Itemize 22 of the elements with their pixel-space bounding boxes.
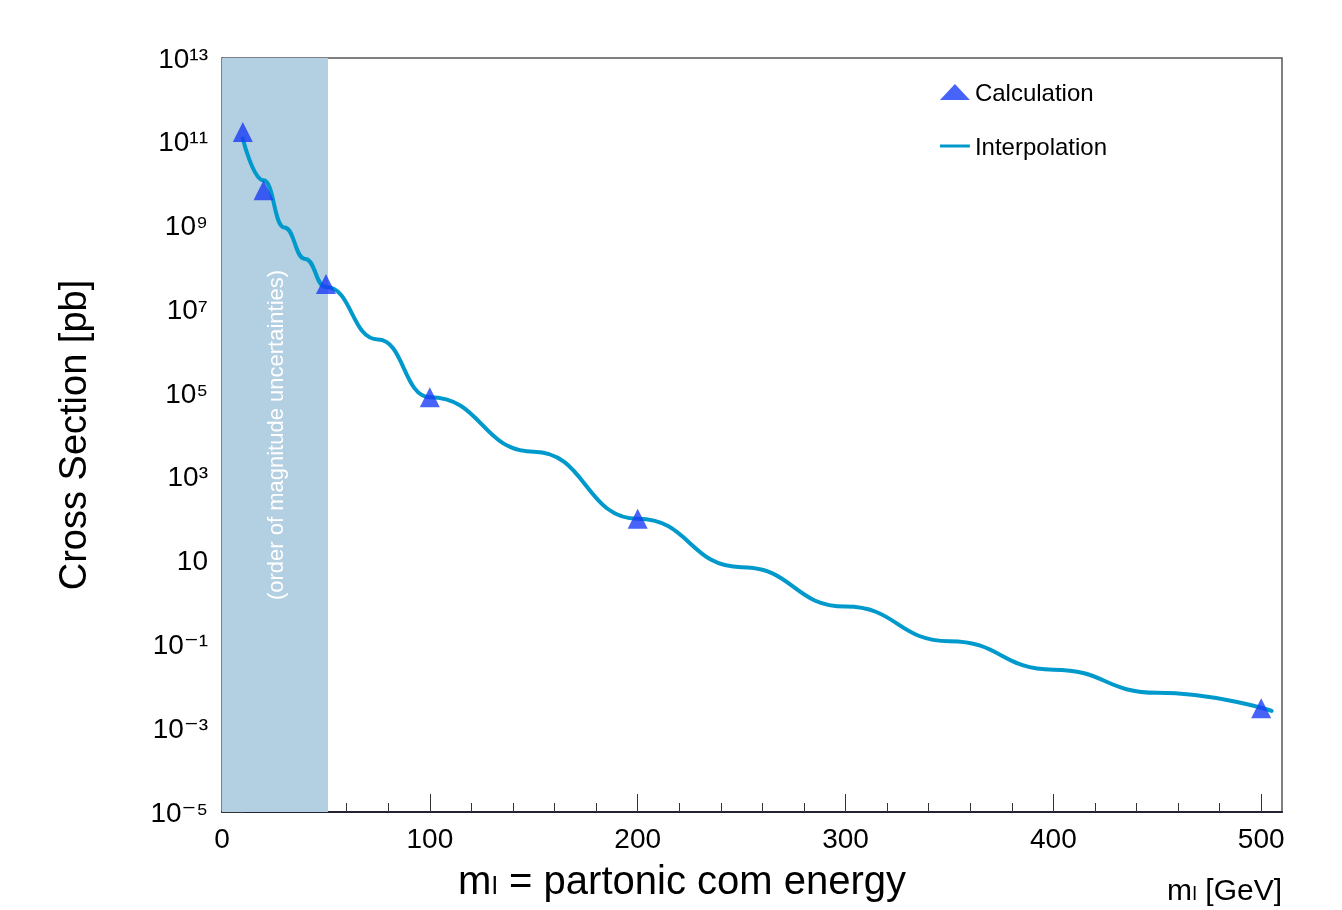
text: mₗ = partonic com energy [458,858,906,902]
y-tick-label: 10⁻³ [152,712,208,744]
y-tick-label: 10⁻⁵ [150,796,208,828]
x-tick-label: 300 [822,822,869,854]
legend-label: Calculation [974,78,1094,106]
x-tick-label: 200 [614,822,662,854]
legend-label: Interpolation [974,132,1107,160]
x-tick-label: 0 [214,822,230,854]
band-label: (order of magnitude uncertainties) [262,269,288,601]
y-axis-title: Cross Section [pb] [52,279,94,591]
y-tick-label: 10⁷ [166,293,208,325]
y-tick-label: 10⁻¹ [152,628,208,660]
x-tick-label: 100 [406,822,454,854]
y-tick-label: 10¹³ [158,42,208,74]
y-tick-label: 10⁹ [164,210,208,242]
x-axis-title: mₗ [GeV] [1166,872,1282,906]
y-tick-label: 10 [176,545,208,577]
y-tick-label: 10¹¹ [158,126,208,158]
x-tick-label: 500 [1237,822,1285,854]
y-tick-label: 10³ [167,461,208,493]
y-tick-label: 10⁵ [165,377,208,409]
x-tick-label: 400 [1030,822,1077,854]
